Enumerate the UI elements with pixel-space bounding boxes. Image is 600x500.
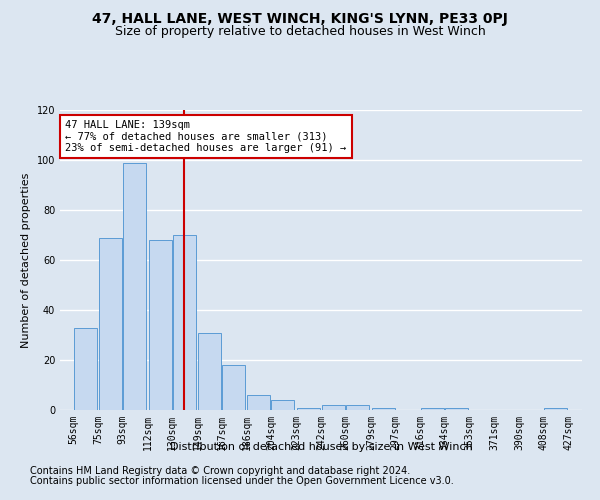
- Text: Size of property relative to detached houses in West Winch: Size of property relative to detached ho…: [115, 25, 485, 38]
- Bar: [346, 405, 369, 410]
- Bar: [445, 408, 468, 410]
- Bar: [173, 235, 196, 410]
- Bar: [297, 408, 320, 410]
- Text: Contains HM Land Registry data © Crown copyright and database right 2024.: Contains HM Land Registry data © Crown c…: [30, 466, 410, 476]
- Bar: [247, 395, 271, 410]
- Bar: [198, 332, 221, 410]
- Bar: [322, 405, 345, 410]
- Bar: [371, 408, 395, 410]
- Bar: [149, 240, 172, 410]
- Bar: [222, 365, 245, 410]
- Bar: [123, 162, 146, 410]
- Text: Contains public sector information licensed under the Open Government Licence v3: Contains public sector information licen…: [30, 476, 454, 486]
- Bar: [421, 408, 444, 410]
- Text: 47, HALL LANE, WEST WINCH, KING'S LYNN, PE33 0PJ: 47, HALL LANE, WEST WINCH, KING'S LYNN, …: [92, 12, 508, 26]
- Text: Distribution of detached houses by size in West Winch: Distribution of detached houses by size …: [170, 442, 472, 452]
- Y-axis label: Number of detached properties: Number of detached properties: [21, 172, 31, 348]
- Bar: [544, 408, 567, 410]
- Bar: [99, 238, 122, 410]
- Bar: [74, 328, 97, 410]
- Text: 47 HALL LANE: 139sqm
← 77% of detached houses are smaller (313)
23% of semi-deta: 47 HALL LANE: 139sqm ← 77% of detached h…: [65, 120, 347, 153]
- Bar: [271, 400, 295, 410]
